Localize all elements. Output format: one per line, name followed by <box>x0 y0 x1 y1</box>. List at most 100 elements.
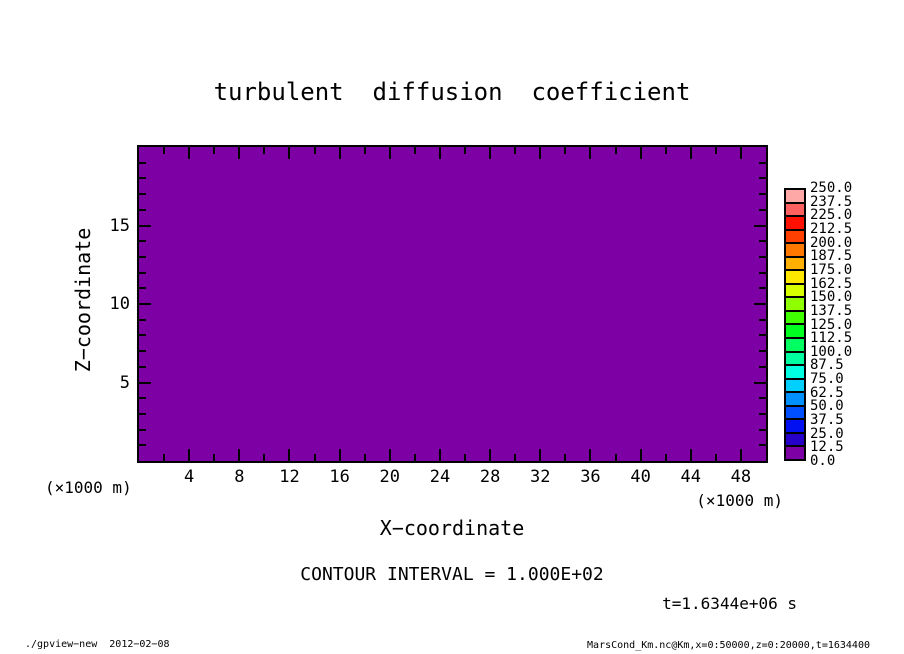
z-minor-tick <box>759 177 766 180</box>
colorbar-cell <box>786 366 804 380</box>
colorbar-tick-label: 100.0 <box>810 343 853 360</box>
z-major-tick <box>139 381 151 384</box>
x-minor-tick <box>213 454 216 461</box>
colorbar-cell <box>786 271 804 285</box>
z-minor-tick <box>759 365 766 368</box>
z-minor-tick <box>139 444 146 447</box>
z-tick-label: 10 <box>109 294 130 314</box>
x-major-tick <box>539 147 542 159</box>
z-major-tick <box>139 224 151 227</box>
z-minor-tick <box>759 428 766 431</box>
z-minor-tick <box>759 193 766 196</box>
x-axis-label: X−coordinate <box>379 516 525 540</box>
x-minor-tick <box>664 454 667 461</box>
z-minor-tick <box>759 318 766 321</box>
x-minor-tick <box>263 454 266 461</box>
x-minor-tick <box>413 147 416 154</box>
x-major-tick <box>438 449 441 461</box>
x-units-note-right: (×1000 m) <box>696 491 783 510</box>
x-minor-tick <box>413 454 416 461</box>
z-minor-tick <box>759 255 766 258</box>
x-major-tick <box>489 449 492 461</box>
colorbar-tick-label: 200.0 <box>810 234 853 251</box>
x-minor-tick <box>514 454 517 461</box>
colorbar-cell <box>786 230 804 245</box>
z-minor-tick <box>759 412 766 415</box>
x-minor-tick <box>614 454 617 461</box>
plot-area <box>137 145 768 463</box>
colorbar-cell <box>786 284 804 299</box>
z-minor-tick <box>759 240 766 243</box>
colorbar-cell <box>786 257 804 272</box>
x-minor-tick <box>263 147 266 154</box>
x-minor-tick <box>163 454 166 461</box>
x-major-tick <box>238 449 241 461</box>
colorbar-tick-label: 62.5 <box>810 384 844 401</box>
x-units-note-left: (×1000 m) <box>45 478 132 497</box>
colorbar-tick-label: 212.5 <box>810 220 853 237</box>
x-minor-tick <box>514 147 517 154</box>
z-minor-tick <box>139 428 146 431</box>
colorbar-cell <box>786 393 804 407</box>
x-major-tick <box>288 147 291 159</box>
colorbar-cell <box>786 203 804 218</box>
x-tick-label: 28 <box>479 467 501 487</box>
z-minor-tick <box>139 255 146 258</box>
x-major-tick <box>539 449 542 461</box>
x-major-tick <box>288 449 291 461</box>
colorbar-tick-label: 225.0 <box>810 207 853 224</box>
z-minor-tick <box>139 365 146 368</box>
x-tick-label: 24 <box>429 467 451 487</box>
colorbar-tick-label: 112.5 <box>810 330 853 347</box>
x-major-tick <box>739 147 742 159</box>
colorbar-tick-label: 187.5 <box>810 248 853 265</box>
x-major-tick <box>388 449 391 461</box>
x-tick-label: 40 <box>630 467 651 487</box>
x-tick-label: 32 <box>530 467 551 487</box>
x-minor-tick <box>614 147 617 154</box>
z-major-tick <box>754 303 766 305</box>
x-major-tick <box>589 449 592 461</box>
x-tick-label: 36 <box>580 467 601 487</box>
z-major-tick <box>754 381 766 384</box>
colorbar-tick-label: 75.0 <box>810 371 844 388</box>
colorbar-tick-label: 162.5 <box>810 275 853 292</box>
x-minor-tick <box>564 147 567 154</box>
x-minor-tick <box>163 147 166 154</box>
z-minor-tick <box>139 161 146 164</box>
colorbar-tick-label: 125.0 <box>810 316 853 333</box>
colorbar-tick-label: 25.0 <box>810 425 844 442</box>
x-minor-tick <box>664 147 667 154</box>
colorbar-cell <box>786 447 804 459</box>
x-minor-tick <box>313 147 316 154</box>
x-major-tick <box>238 147 241 159</box>
x-major-tick <box>338 147 341 159</box>
colorbar-cell <box>786 311 804 326</box>
x-tick-label: 8 <box>234 467 245 487</box>
z-minor-tick <box>139 412 146 415</box>
x-major-tick <box>188 147 191 159</box>
x-major-tick <box>589 147 592 159</box>
z-minor-tick <box>139 397 146 400</box>
z-minor-tick <box>139 208 146 211</box>
z-minor-tick <box>759 350 766 353</box>
z-minor-tick <box>139 271 146 274</box>
x-minor-tick <box>714 147 717 154</box>
z-minor-tick <box>139 240 146 243</box>
z-minor-tick <box>139 193 146 196</box>
z-minor-tick <box>139 177 146 180</box>
colorbar-cell <box>786 298 804 312</box>
x-minor-tick <box>363 454 366 461</box>
time-annotation: t=1.6344e+06 s <box>662 594 797 613</box>
colorbar-cell <box>786 190 804 204</box>
x-tick-label: 16 <box>329 467 350 487</box>
x-tick-label: 44 <box>680 467 701 487</box>
colorbar-cell <box>786 420 804 434</box>
colorbar-cell <box>786 244 804 258</box>
footer-command-date: ./gpview−new 2012−02−08 <box>25 639 170 650</box>
x-minor-tick <box>464 147 467 154</box>
colorbar-tick-label: 50.0 <box>810 398 844 415</box>
x-major-tick <box>689 449 692 461</box>
colorbar-cell <box>786 406 804 421</box>
